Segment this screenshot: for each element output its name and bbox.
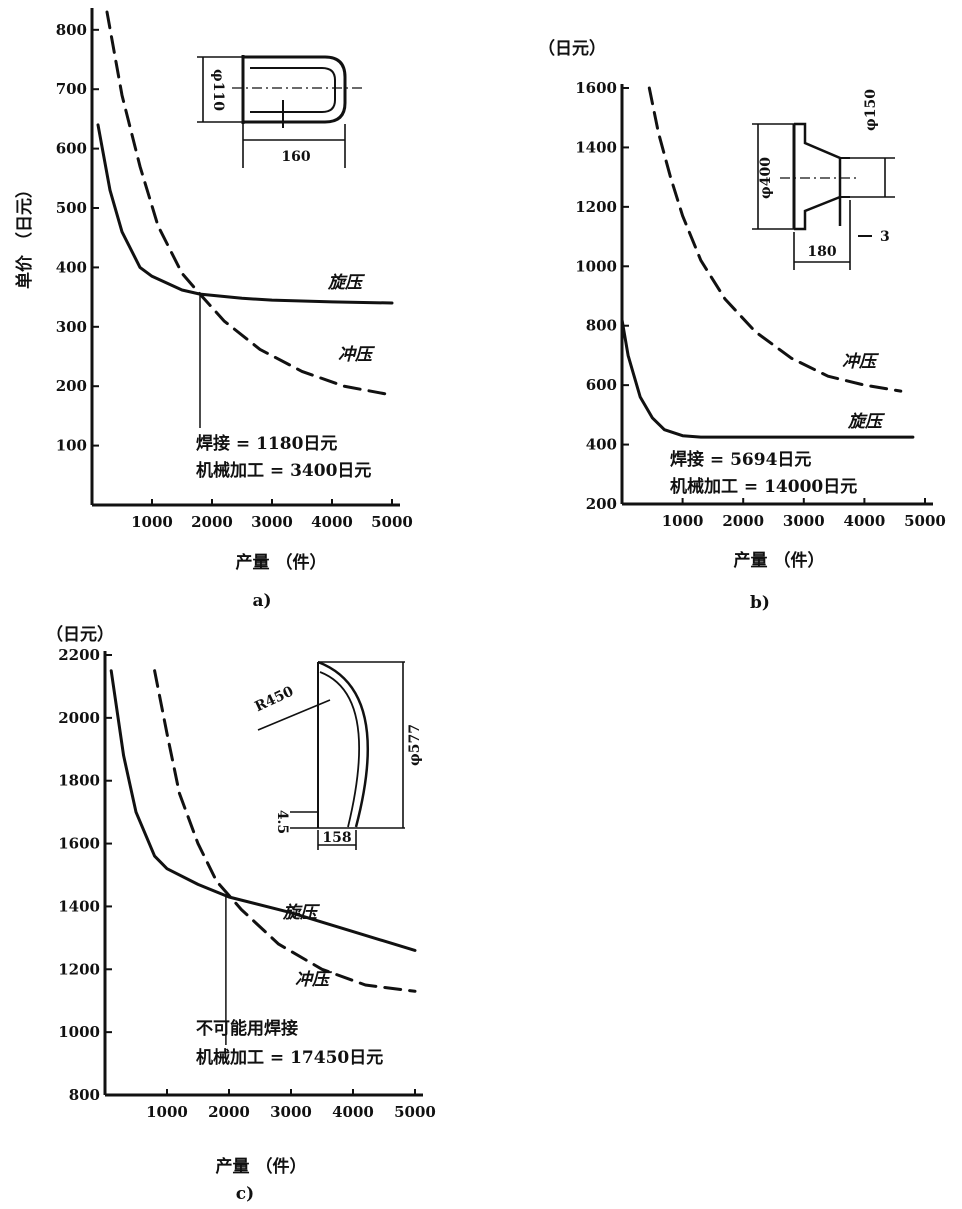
radius-leader bbox=[257, 699, 331, 731]
series-label: 冲压 bbox=[338, 345, 376, 365]
x-tick-label: 4000 bbox=[844, 512, 886, 530]
y-tick-label: 700 bbox=[56, 80, 87, 98]
dim-label-radius: R450 bbox=[252, 683, 296, 715]
y-tick-label: 2200 bbox=[58, 646, 100, 664]
part-sketch-c: φ577 R450 4.5 158 bbox=[252, 660, 423, 850]
chart-panel-a: 100 200 300 400 500 600 700 800 1000 2000 3000 4000… bbox=[14, 8, 413, 611]
y-tick-label: 1000 bbox=[575, 257, 617, 275]
series-line-stamping bbox=[105, 10, 394, 397]
cup-outline bbox=[243, 55, 347, 124]
x-tick-label: 3000 bbox=[270, 1103, 312, 1121]
chart-panel-b: 200 400 600 800 1000 1200 1400 1600 1000 2000 3000… bbox=[538, 38, 946, 613]
y-tick-label: 600 bbox=[586, 376, 617, 394]
series-label: 冲压 bbox=[842, 352, 880, 372]
y-tick-label: 600 bbox=[56, 140, 87, 158]
y-tick-label: 1200 bbox=[58, 960, 100, 978]
dim-label-length: 158 bbox=[322, 830, 351, 846]
series-label: 旋压 bbox=[327, 273, 366, 293]
nozzle-upper-wall bbox=[794, 122, 842, 226]
y-tick-label: 1200 bbox=[575, 198, 617, 216]
y-tick-label: 1600 bbox=[575, 79, 617, 97]
x-tick-label: 5000 bbox=[904, 512, 946, 530]
dim-label-length: 160 bbox=[281, 149, 310, 165]
cost-annotation: 焊接 = 5694日元 bbox=[670, 449, 811, 470]
dim-label-diameter: φ577 bbox=[407, 724, 423, 766]
x-axis-title: 产量 （件） bbox=[734, 550, 825, 571]
x-tick-label: 2000 bbox=[208, 1103, 250, 1121]
y-tick-label: 500 bbox=[56, 199, 87, 217]
cup-inner bbox=[250, 67, 336, 113]
y-tick-label: 1600 bbox=[58, 835, 100, 853]
head-inner-arc bbox=[319, 671, 361, 828]
x-tick-label: 4000 bbox=[311, 513, 353, 531]
series-label: 旋压 bbox=[847, 412, 886, 432]
x-tick-label: 1000 bbox=[146, 1103, 188, 1121]
y-tick-label: 2000 bbox=[58, 709, 100, 727]
x-tick-label: 4000 bbox=[332, 1103, 374, 1121]
chart-panel-c: 800 1000 1200 1400 1600 1800 2000 2200 1000 2000 3… bbox=[46, 624, 436, 1204]
x-axis-title: 产量 （件） bbox=[216, 1156, 307, 1177]
head-outer-arc bbox=[317, 660, 370, 828]
x-tick-label: 3000 bbox=[251, 513, 293, 531]
series-line-stamping bbox=[647, 86, 903, 393]
series-line-spinning bbox=[620, 318, 915, 439]
cost-annotation: 机械加工 = 3400日元 bbox=[196, 460, 371, 481]
y-tick-label: 800 bbox=[56, 21, 87, 39]
dim-label-diameter: φ110 bbox=[210, 69, 226, 111]
y-tick-label: 1000 bbox=[58, 1023, 100, 1041]
panel-label: a) bbox=[252, 591, 271, 611]
series-line-spinning bbox=[109, 669, 417, 952]
y-axis-title: 单价 （日元） bbox=[14, 181, 35, 289]
part-sketch-b: φ400 φ150 180 3 bbox=[752, 89, 895, 270]
cost-annotation: 机械加工 = 14000日元 bbox=[670, 476, 857, 497]
dim-label-thickness: 3 bbox=[880, 229, 890, 245]
y-tick-label: 800 bbox=[69, 1086, 100, 1104]
y-tick-label: 300 bbox=[56, 318, 87, 336]
y-tick-label: 400 bbox=[586, 436, 617, 454]
dim-label-outlet: φ150 bbox=[863, 89, 879, 131]
dim-label-thickness: 4.5 bbox=[274, 810, 290, 834]
panel-label: c) bbox=[236, 1184, 254, 1204]
y-tick-label: 1400 bbox=[58, 897, 100, 915]
y-tick-label: 400 bbox=[56, 258, 87, 276]
y-tick-label: 1400 bbox=[575, 138, 617, 156]
x-tick-label: 2000 bbox=[722, 512, 764, 530]
nozzle-lip bbox=[840, 157, 850, 198]
x-tick-label: 5000 bbox=[394, 1103, 436, 1121]
dim-label-length: 180 bbox=[807, 244, 836, 260]
x-tick-label: 1000 bbox=[662, 512, 704, 530]
cost-annotation: 不可能用焊接 bbox=[196, 1018, 298, 1039]
panel-label: b) bbox=[750, 593, 770, 613]
y-axis-title: （日元） bbox=[538, 38, 606, 59]
y-tick-label: 800 bbox=[586, 317, 617, 335]
series-line-stamping bbox=[153, 669, 417, 993]
y-tick-label: 100 bbox=[56, 437, 87, 455]
part-sketch-a: φ110 160 bbox=[197, 55, 365, 168]
x-tick-label: 3000 bbox=[783, 512, 825, 530]
cost-annotation: 焊接 = 1180日元 bbox=[196, 433, 337, 454]
y-axis-title: （日元） bbox=[46, 624, 114, 645]
y-tick-label: 200 bbox=[56, 377, 87, 395]
nozzle-lower-wall bbox=[794, 195, 841, 231]
x-tick-label: 2000 bbox=[191, 513, 233, 531]
series-line-spinning bbox=[96, 123, 394, 305]
y-tick-label: 200 bbox=[586, 495, 617, 513]
x-tick-label: 1000 bbox=[131, 513, 173, 531]
x-axis-title: 产量 （件） bbox=[236, 552, 327, 573]
y-tick-label: 1800 bbox=[58, 772, 100, 790]
x-tick-label: 5000 bbox=[371, 513, 413, 531]
dim-label-diameter: φ400 bbox=[758, 157, 774, 199]
series-label: 冲压 bbox=[295, 970, 333, 990]
cost-annotation: 机械加工 = 17450日元 bbox=[196, 1047, 383, 1068]
series-label: 旋压 bbox=[282, 903, 321, 923]
